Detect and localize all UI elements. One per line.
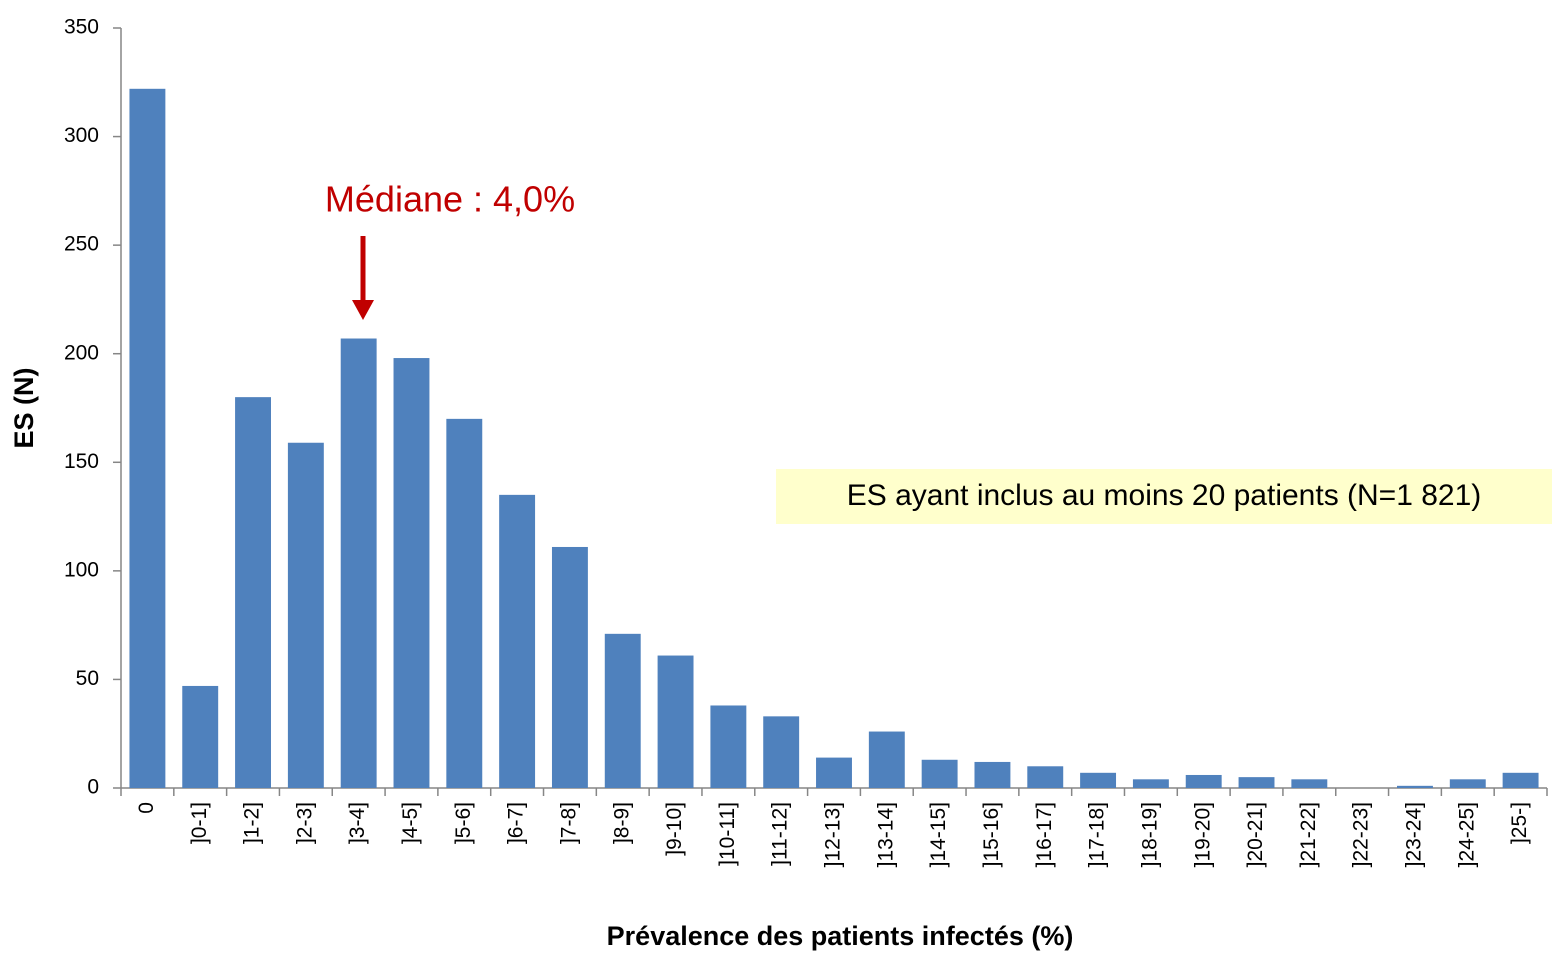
x-tick-label: ]21-22] xyxy=(1297,802,1320,867)
x-tick-label: ]6-7] xyxy=(505,802,528,844)
x-tick-label: ]12-13] xyxy=(822,802,845,867)
x-tick-label: ]9-10] xyxy=(663,802,686,856)
note-text: ES ayant inclus au moins 20 patients (N=… xyxy=(847,479,1482,512)
bar xyxy=(921,759,958,788)
x-tick-label: ]23-24] xyxy=(1403,802,1426,867)
bar xyxy=(1080,772,1117,788)
x-tick-label: ]17-18] xyxy=(1086,802,1109,867)
x-tick-label: 0 xyxy=(135,802,158,814)
bar xyxy=(657,655,694,788)
x-tick-label: ]8-9] xyxy=(610,802,633,844)
x-tick-label: ]15-16] xyxy=(980,802,1003,867)
x-tick-label: ]11-12] xyxy=(769,802,792,866)
bar xyxy=(129,88,166,789)
bar xyxy=(1449,779,1486,788)
bar xyxy=(446,418,483,788)
y-tick-label: 200 xyxy=(64,341,99,364)
x-tick-label: ]25-] xyxy=(1508,802,1531,844)
bar xyxy=(551,546,588,788)
x-tick-label: ]3-4] xyxy=(346,802,369,844)
bar xyxy=(235,397,271,788)
y-tick-label: 0 xyxy=(87,776,99,799)
x-tick-label: ]22-23] xyxy=(1350,802,1373,867)
y-tick-label: 350 xyxy=(64,16,99,39)
x-tick-label: ]19-20] xyxy=(1191,802,1214,867)
x-tick-label: ]7-8] xyxy=(557,802,580,844)
bar xyxy=(816,757,852,788)
x-tick-label: ]20-21] xyxy=(1244,802,1267,867)
x-tick-label: ]0-1] xyxy=(188,802,211,844)
x-tick-label: ]1-2] xyxy=(241,802,264,844)
bar xyxy=(763,716,800,788)
bar xyxy=(1132,779,1169,788)
x-tick-label: ]14-15] xyxy=(927,802,950,867)
bar xyxy=(604,633,641,788)
bar xyxy=(974,761,1011,788)
note-box xyxy=(776,469,1552,524)
bar xyxy=(499,494,536,788)
bar xyxy=(1185,774,1222,788)
bar xyxy=(393,358,430,788)
x-tick-label: ]2-3] xyxy=(293,802,316,844)
bar xyxy=(868,731,905,788)
x-tick-label: ]18-19] xyxy=(1138,802,1161,867)
x-axis-title: Prévalence des patients infectés (%) xyxy=(607,921,1074,951)
y-tick-label: 100 xyxy=(64,558,99,581)
x-tick-label: ]16-17] xyxy=(1033,802,1056,867)
x-tick-label: ]24-25] xyxy=(1455,802,1478,867)
bar xyxy=(1291,779,1328,788)
x-tick-label: ]13-14] xyxy=(874,802,897,867)
median-annotation: Médiane : 4,0% xyxy=(325,179,575,220)
y-tick-label: 50 xyxy=(76,667,99,690)
bar xyxy=(340,338,377,788)
x-tick-label: ]5-6] xyxy=(452,802,475,844)
bar xyxy=(1027,766,1064,788)
median-arrowhead xyxy=(352,300,374,320)
bar xyxy=(1397,785,1433,788)
y-tick-label: 300 xyxy=(64,124,99,147)
bar xyxy=(182,685,219,788)
bar xyxy=(1238,777,1275,788)
y-axis-title: ES (N) xyxy=(9,368,39,449)
x-tick-label: ]4-5] xyxy=(399,802,422,844)
y-tick-label: 250 xyxy=(64,233,99,256)
bar xyxy=(710,705,747,788)
y-tick-label: 150 xyxy=(64,450,99,473)
bar xyxy=(1502,772,1539,788)
x-tick-label: ]10-11] xyxy=(716,802,739,866)
bar xyxy=(287,442,324,788)
